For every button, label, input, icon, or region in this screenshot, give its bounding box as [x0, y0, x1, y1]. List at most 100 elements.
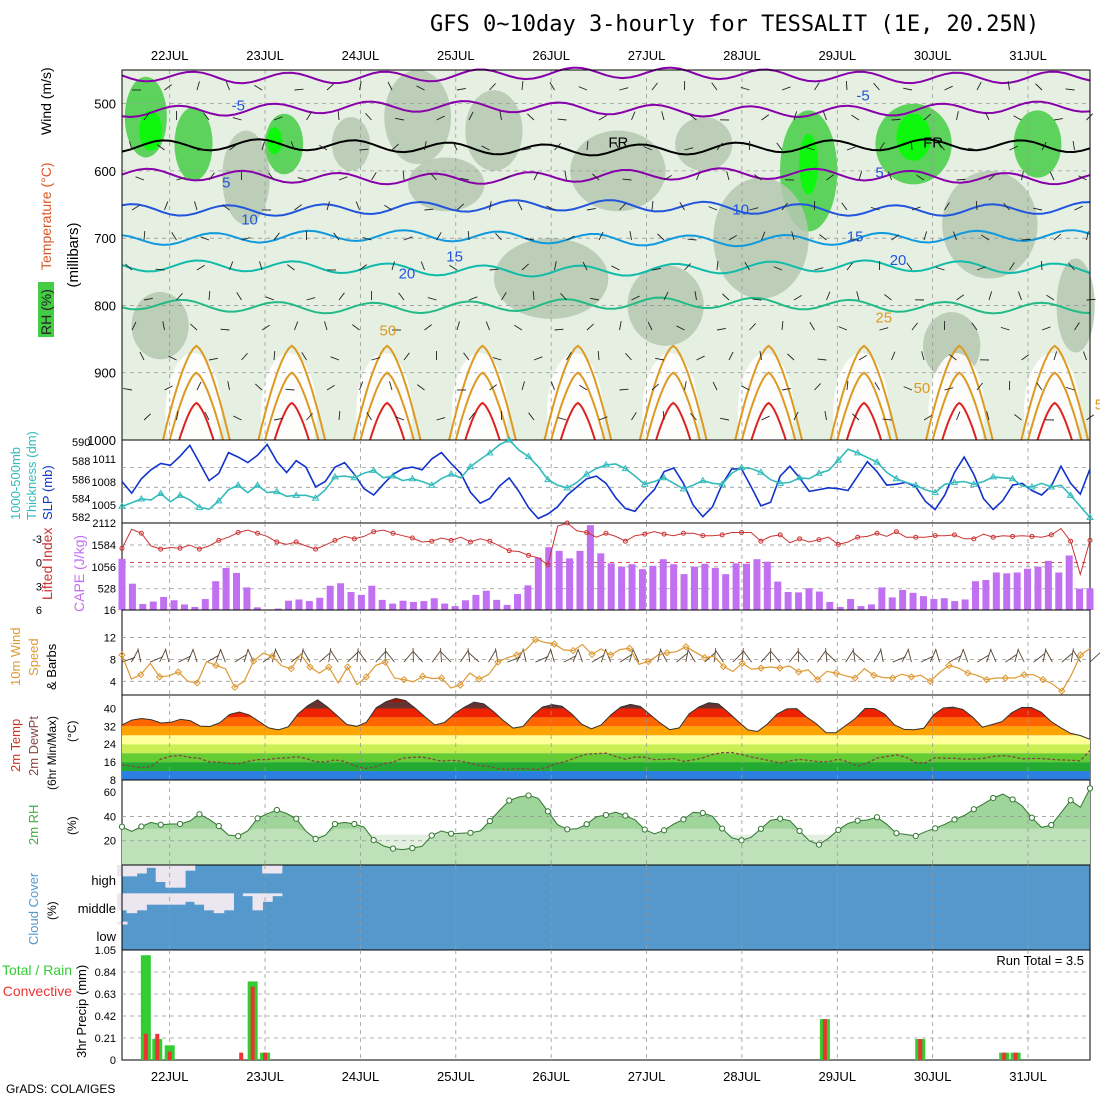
- wind-barb: [952, 231, 957, 241]
- precip-convective-label: Convective: [3, 983, 72, 999]
- wind-barb: [956, 111, 959, 121]
- temperature-contour: [543, 344, 613, 441]
- contour-label: 5: [875, 165, 883, 182]
- wind-barb: [489, 384, 497, 391]
- wind-barb: [986, 648, 992, 663]
- rh-legend-swatch: [38, 282, 54, 337]
- wind-barb: [793, 111, 798, 121]
- cape-bar: [482, 590, 490, 610]
- wind-speed-marker: [287, 664, 295, 673]
- wind-barb: [359, 264, 367, 271]
- wind-barb: [986, 411, 990, 421]
- rh-region: [675, 117, 733, 171]
- wind-barb: [591, 654, 605, 663]
- wind-barb: [577, 648, 583, 663]
- temperature-contour: [121, 229, 1091, 248]
- wind-barb: [761, 114, 770, 121]
- wind-barb: [171, 232, 177, 241]
- rh-marker: [912, 832, 919, 840]
- precip-convective-bar: [1013, 1052, 1018, 1060]
- temp-band: [122, 762, 1090, 772]
- rh-marker: [796, 827, 803, 834]
- temperature-contour: [941, 401, 978, 441]
- date-tick-label: 27JUL: [628, 1069, 666, 1084]
- temperature-contour: [1020, 344, 1090, 441]
- wind-speed-marker: [362, 673, 371, 681]
- cloud-level-label: middle: [78, 901, 116, 916]
- wind-barb: [935, 648, 941, 663]
- wind-barb: [901, 649, 909, 663]
- lifted-index-marker: [255, 530, 261, 536]
- wind-speed-marker: [700, 654, 709, 662]
- cape-bar: [170, 600, 178, 610]
- rh-marker: [409, 845, 416, 852]
- lifted-index-marker: [196, 546, 202, 552]
- thickness-marker: [466, 462, 475, 470]
- wind-barb: [781, 202, 788, 211]
- wind-barb: [533, 356, 543, 361]
- wind-barb: [1017, 291, 1022, 301]
- thickness-marker: [892, 474, 901, 482]
- cape-bar: [597, 553, 605, 610]
- cape-bar: [586, 525, 594, 610]
- wind-barb: [176, 293, 183, 301]
- wind-barb: [1009, 145, 1018, 151]
- cape-bar: [503, 604, 511, 610]
- temperature-contour: [121, 296, 1091, 315]
- wind-barb: [430, 173, 437, 181]
- cloud-cell: [136, 893, 147, 911]
- lifted-index-marker: [816, 537, 822, 543]
- wind-barb: [229, 261, 234, 271]
- wind-speed-marker: [249, 657, 258, 665]
- rh-marker: [990, 794, 997, 802]
- wind-barb: [557, 118, 567, 121]
- wind-barb: [590, 297, 600, 301]
- precip-total-bar: [140, 955, 151, 1060]
- precip-axis-label: 3hr Precip (mm): [74, 965, 89, 1058]
- wind-barb: [631, 295, 640, 301]
- wind-barb: [631, 412, 637, 421]
- dewpoint-axis-label: 2m DewPt: [26, 716, 41, 776]
- wind-barb: [694, 291, 697, 301]
- thickness-marker: [602, 460, 610, 468]
- wind-barb: [856, 291, 860, 301]
- wind-barb: [956, 411, 961, 421]
- wind-barb: [192, 648, 198, 663]
- temperature-contour: [1036, 401, 1073, 441]
- wind-barb: [215, 648, 222, 663]
- cloud-cell: [146, 893, 157, 905]
- wind-barb: [1086, 298, 1096, 301]
- cape-bar: [940, 598, 948, 610]
- wind-barb: [499, 111, 502, 121]
- wind-barb: [139, 351, 145, 361]
- temperature-contour: [740, 371, 797, 441]
- wind-barb: [787, 353, 795, 361]
- wind-barb: [798, 651, 809, 663]
- wind-barb: [824, 411, 827, 421]
- rh-marker: [873, 814, 881, 821]
- wind-speed-marker: [343, 663, 352, 671]
- cape-bar: [191, 606, 199, 610]
- wind-barb: [1013, 115, 1022, 121]
- wind-speed-marker: [776, 664, 784, 672]
- wind-barb: [481, 145, 490, 151]
- cape-bar: [888, 597, 896, 610]
- cape-bar: [670, 564, 678, 610]
- lifted-index-marker: [893, 529, 899, 535]
- wind-barb: [662, 410, 665, 421]
- contour-label: 20: [399, 266, 416, 283]
- wind-barb: [387, 81, 393, 91]
- wind-barb: [713, 648, 717, 663]
- wind-barb: [988, 173, 997, 181]
- wind-barb: [521, 81, 524, 91]
- cape-bar: [680, 574, 688, 610]
- wind-barb: [846, 262, 853, 271]
- date-tick-label: 29JUL: [818, 48, 856, 63]
- rh-marker: [157, 821, 164, 828]
- wind-barb: [417, 384, 425, 391]
- wind-speed-marker: [456, 681, 465, 689]
- wind-barb: [990, 649, 997, 663]
- wind-barb: [1021, 171, 1024, 181]
- wind-barb: [921, 351, 925, 361]
- cloud-cell: [146, 865, 157, 868]
